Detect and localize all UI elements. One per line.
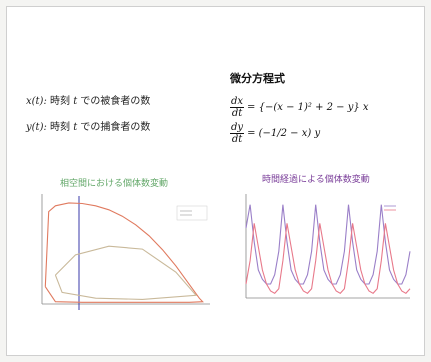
equation-dy: dy dt = (−1/2 − x) y	[230, 122, 320, 145]
dy-fraction: dy dt	[230, 122, 245, 145]
y-definition: y(t): 時刻 t での捕食者の数	[26, 118, 150, 133]
time-plot	[245, 194, 411, 299]
y-t: t	[73, 122, 78, 133]
time-series-2	[245, 223, 411, 294]
y-tail: での捕食者の数	[77, 122, 151, 133]
phase-series-1	[44, 202, 204, 303]
x-var: x(t):	[26, 96, 47, 107]
y-text: 時刻	[46, 122, 74, 133]
phase-series-2	[54, 245, 198, 300]
equations-heading: 微分方程式	[230, 72, 285, 85]
phase-plot-title: 相空間における個体数変動	[60, 179, 169, 189]
equation-dx: dx dt = {−(x − 1)² + 2 − y} x	[230, 96, 369, 119]
dx-num: dx	[230, 96, 245, 108]
legend-box	[176, 205, 208, 221]
dx-rhs: = {−(x − 1)² + 2 − y} x	[247, 102, 369, 113]
time-series-1	[245, 204, 411, 285]
phase-legend	[176, 205, 208, 221]
time-legend	[384, 205, 396, 211]
dy-den: dt	[231, 134, 243, 145]
x-t: t	[73, 96, 78, 107]
dx-den: dt	[231, 108, 243, 119]
x-definition: x(t): 時刻 t での被食者の数	[26, 92, 150, 107]
time-plot-title: 時間経過による個体数変動	[262, 175, 370, 185]
x-tail: での被食者の数	[77, 96, 151, 107]
dy-num: dy	[230, 122, 245, 134]
y-var: y(t):	[26, 122, 47, 133]
dx-fraction: dx dt	[230, 96, 245, 119]
phase-plot	[41, 194, 210, 310]
dy-rhs: = (−1/2 − x) y	[247, 128, 321, 139]
x-text: 時刻	[46, 96, 74, 107]
